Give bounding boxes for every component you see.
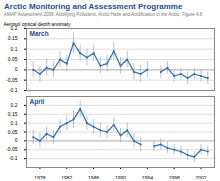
svg-text:-0.1: -0.1 <box>9 87 18 93</box>
svg-text:1982: 1982 <box>61 175 72 179</box>
svg-text:0: 0 <box>15 137 18 143</box>
svg-text:1994: 1994 <box>142 175 153 179</box>
svg-text:1998: 1998 <box>169 175 180 179</box>
svg-text:0.15: 0.15 <box>8 35 18 41</box>
svg-text:-0.1: -0.1 <box>9 155 18 161</box>
svg-text:0.1: 0.1 <box>11 46 18 52</box>
svg-text:0: 0 <box>15 66 18 72</box>
svg-text:1986: 1986 <box>88 175 99 179</box>
svg-text:Aerosol optical depth anomaly: Aerosol optical depth anomaly <box>4 21 71 27</box>
svg-text:0.05: 0.05 <box>8 56 18 62</box>
svg-text:0.2: 0.2 <box>11 102 18 108</box>
svg-text:0.05: 0.05 <box>8 129 18 135</box>
svg-text:-0.05: -0.05 <box>6 77 18 83</box>
svg-text:1990: 1990 <box>115 175 126 179</box>
svg-text:1978: 1978 <box>34 175 45 179</box>
svg-text:0.1: 0.1 <box>11 120 18 126</box>
svg-text:0.2: 0.2 <box>10 25 18 32</box>
svg-text:-0.05: -0.05 <box>6 146 18 152</box>
html-text:Arctic Monitoring and Assessme: Arctic Monitoring and Assessment Program… <box>4 2 183 11</box>
svg-text:2002: 2002 <box>196 175 207 179</box>
svg-text:March: March <box>30 30 49 37</box>
svg-text:0.15: 0.15 <box>8 111 18 117</box>
html-text:AMAP Assessment 2006: Acidifyi: AMAP Assessment 2006: Acidifying Polluta… <box>4 12 203 17</box>
svg-text:April: April <box>30 98 45 106</box>
